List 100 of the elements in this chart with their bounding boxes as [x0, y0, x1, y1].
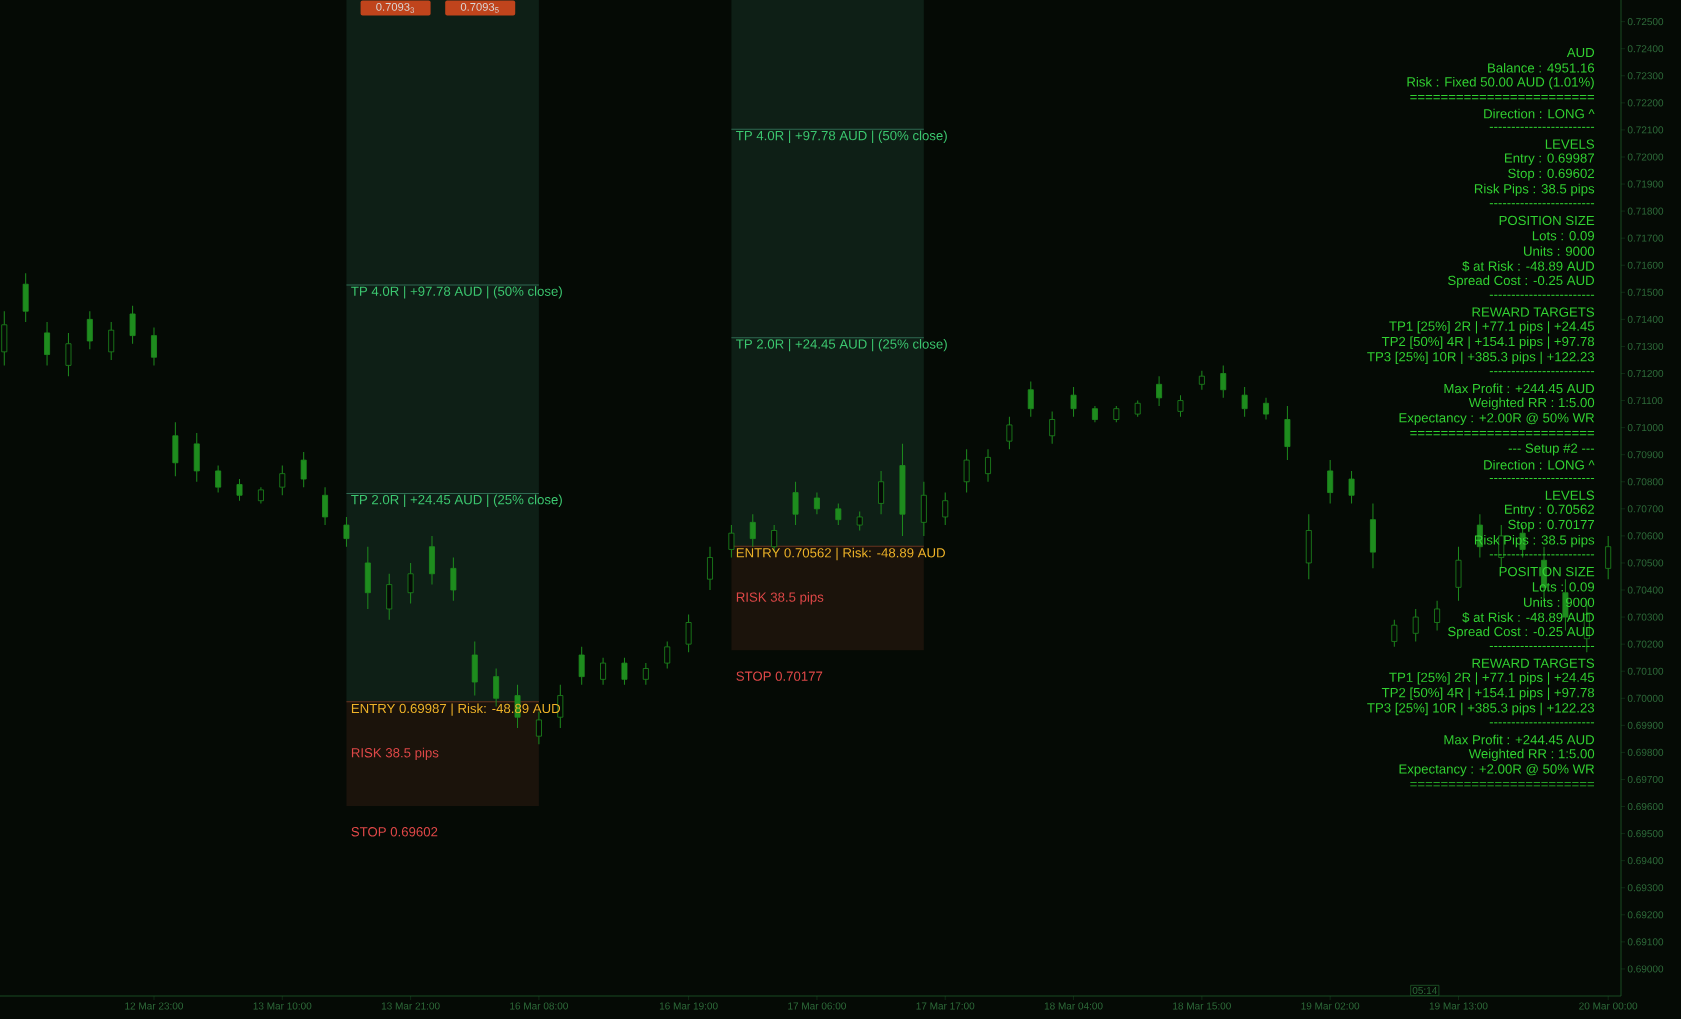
candlestick [322, 486, 329, 526]
y-tick-label: 0.69900 [1627, 721, 1664, 729]
candlestick [642, 662, 649, 686]
candlestick [471, 640, 478, 697]
annotation: RISK 38.5 pips [736, 592, 824, 605]
candlestick [1284, 405, 1291, 461]
y-tick-label: 0.69800 [1627, 748, 1664, 756]
x-tick-label: 17 Mar 06:00 [788, 1002, 846, 1010]
y-tick-label: 0.71600 [1627, 261, 1664, 269]
candlestick [386, 573, 393, 621]
annotation: STOP 0.69602 [351, 827, 438, 837]
annotation: AUD [1566, 47, 1595, 58]
x-tick-label: 18 Mar 04:00 [1044, 1002, 1103, 1010]
y-tick-label: 0.72000 [1627, 153, 1664, 161]
y-tick-label: 0.71700 [1627, 234, 1664, 242]
x-tick-label: 16 Mar 19:00 [659, 1002, 718, 1010]
x-tick-label: 19 Mar 13:00 [1429, 1002, 1488, 1010]
annotation: $ at Risk : -48.89 AUD [1462, 612, 1595, 623]
candlestick [108, 321, 115, 361]
candlestick [65, 332, 72, 377]
candlestick [835, 502, 842, 526]
annotation: TP 4.0R | +97.78 AUD | (50% close) [736, 130, 947, 143]
candlestick [535, 711, 542, 745]
candlestick [450, 557, 457, 602]
annotation: REWARD TARGETS [1472, 307, 1595, 317]
candlestick [407, 562, 414, 605]
candlestick [44, 321, 51, 366]
candlestick [899, 443, 906, 537]
candlestick [1305, 513, 1312, 580]
annotation: LEVELS [1545, 490, 1595, 500]
annotation: 0.7093$_{3}$ [376, 2, 415, 13]
annotation: 0.7093$_{5}$ [460, 2, 499, 13]
annotation: Direction : LONG ^ [1484, 459, 1595, 470]
annotation: TP 2.0R | +24.45 AUD | (25% close) [351, 494, 562, 507]
candlestick [1605, 535, 1612, 580]
y-tick-label: 0.69300 [1627, 884, 1664, 892]
annotation: --- Setup #2 --- [1508, 443, 1595, 456]
candlestick [193, 432, 200, 483]
y-tick-label: 0.69000 [1627, 965, 1664, 973]
candlestick [1177, 394, 1184, 418]
y-tick-label: 0.69700 [1627, 775, 1664, 784]
candlestick [813, 492, 820, 515]
annotation: $ at Risk : -48.89 AUD [1462, 260, 1595, 272]
annotation: ------------------------ [1489, 203, 1595, 205]
annotation: TP1 [25%] 2R | +77.1 pips | +24.45 [1389, 321, 1595, 334]
annotation: Expectancy : +2.00R @ 50% WR [1399, 763, 1595, 777]
y-tick-label: 0.69200 [1627, 911, 1664, 919]
candlestick [1156, 375, 1163, 407]
y-tick-label: 0.70000 [1627, 694, 1664, 702]
annotation: LEVELS [1545, 139, 1595, 149]
y-tick-label: 0.70300 [1627, 613, 1664, 621]
annotation: TP 2.0R | +24.45 AUD | (25% close) [736, 338, 947, 352]
annotation: Expectancy : +2.00R @ 50% WR [1399, 412, 1595, 426]
annotation: TP3 [25%] 10R | +385.3 pips | +122.23 [1367, 351, 1595, 365]
annotation: TP 4.0R | +97.78 AUD | (50% close) [351, 286, 562, 299]
candlestick [1327, 459, 1334, 504]
annotation: Entry : 0.69987 [1505, 153, 1594, 166]
y-tick-label: 0.72100 [1627, 126, 1664, 134]
candlestick [878, 470, 885, 515]
annotation: Weighted RR : 1:5.00 [1468, 748, 1595, 761]
annotation: 05:14 [1412, 986, 1437, 994]
candlestick [664, 640, 671, 670]
y-tick-label: 0.70400 [1627, 586, 1664, 594]
annotation: Lots : 0.09 [1532, 231, 1595, 241]
annotation: ENTRY 0.70562 | Risk: -48.89 AUD [736, 547, 945, 561]
candlestick [236, 478, 243, 502]
y-tick-label: 0.71000 [1627, 424, 1664, 432]
candlestick [600, 657, 607, 686]
annotation: ------------------------ [1489, 477, 1595, 480]
candlestick [963, 448, 970, 494]
annotation: Weighted RR : 1:5.00 [1468, 397, 1595, 410]
annotation: Spread Cost : -0.25 AUD [1448, 275, 1595, 288]
y-tick-label: 0.72500 [1627, 18, 1664, 26]
candlestick [1455, 546, 1462, 602]
y-tick-label: 0.70100 [1627, 667, 1664, 675]
annotation: ------------------------ [1489, 722, 1595, 724]
candlestick [728, 524, 735, 559]
y-tick-label: 0.71900 [1627, 180, 1664, 188]
candlestick [985, 448, 991, 483]
candlestick [1391, 619, 1398, 648]
candlestick [1434, 600, 1441, 632]
annotation: ------------------------ [1489, 554, 1595, 556]
candlestick [364, 546, 371, 610]
candlestick [151, 326, 157, 366]
annotation: Max Profit : +244.45 AUD [1444, 734, 1595, 745]
candlestick [1369, 502, 1376, 569]
x-tick-label: 13 Mar 10:00 [253, 1002, 312, 1010]
x-tick-label: 12 Mar 23:00 [125, 1002, 184, 1010]
y-tick-label: 0.70200 [1627, 640, 1664, 648]
candlestick [749, 513, 756, 548]
annotation: ------------------------ [1489, 126, 1595, 128]
annotation: POSITION SIZE [1499, 215, 1595, 226]
annotation: TP2 [50%] 4R | +154.1 pips | +97.78 [1381, 687, 1595, 700]
annotation: Units : 9000 [1524, 246, 1595, 256]
annotation: TP3 [25%] 10R | +385.3 pips | +122.23 [1367, 702, 1595, 716]
candlestick [1263, 397, 1269, 421]
annotation: TP2 [50%] 4R | +154.1 pips | +97.78 [1381, 336, 1595, 349]
y-tick-label: 0.72300 [1627, 72, 1664, 80]
annotation: Entry : 0.70562 [1505, 504, 1594, 517]
annotation: ======================== [1410, 95, 1595, 100]
